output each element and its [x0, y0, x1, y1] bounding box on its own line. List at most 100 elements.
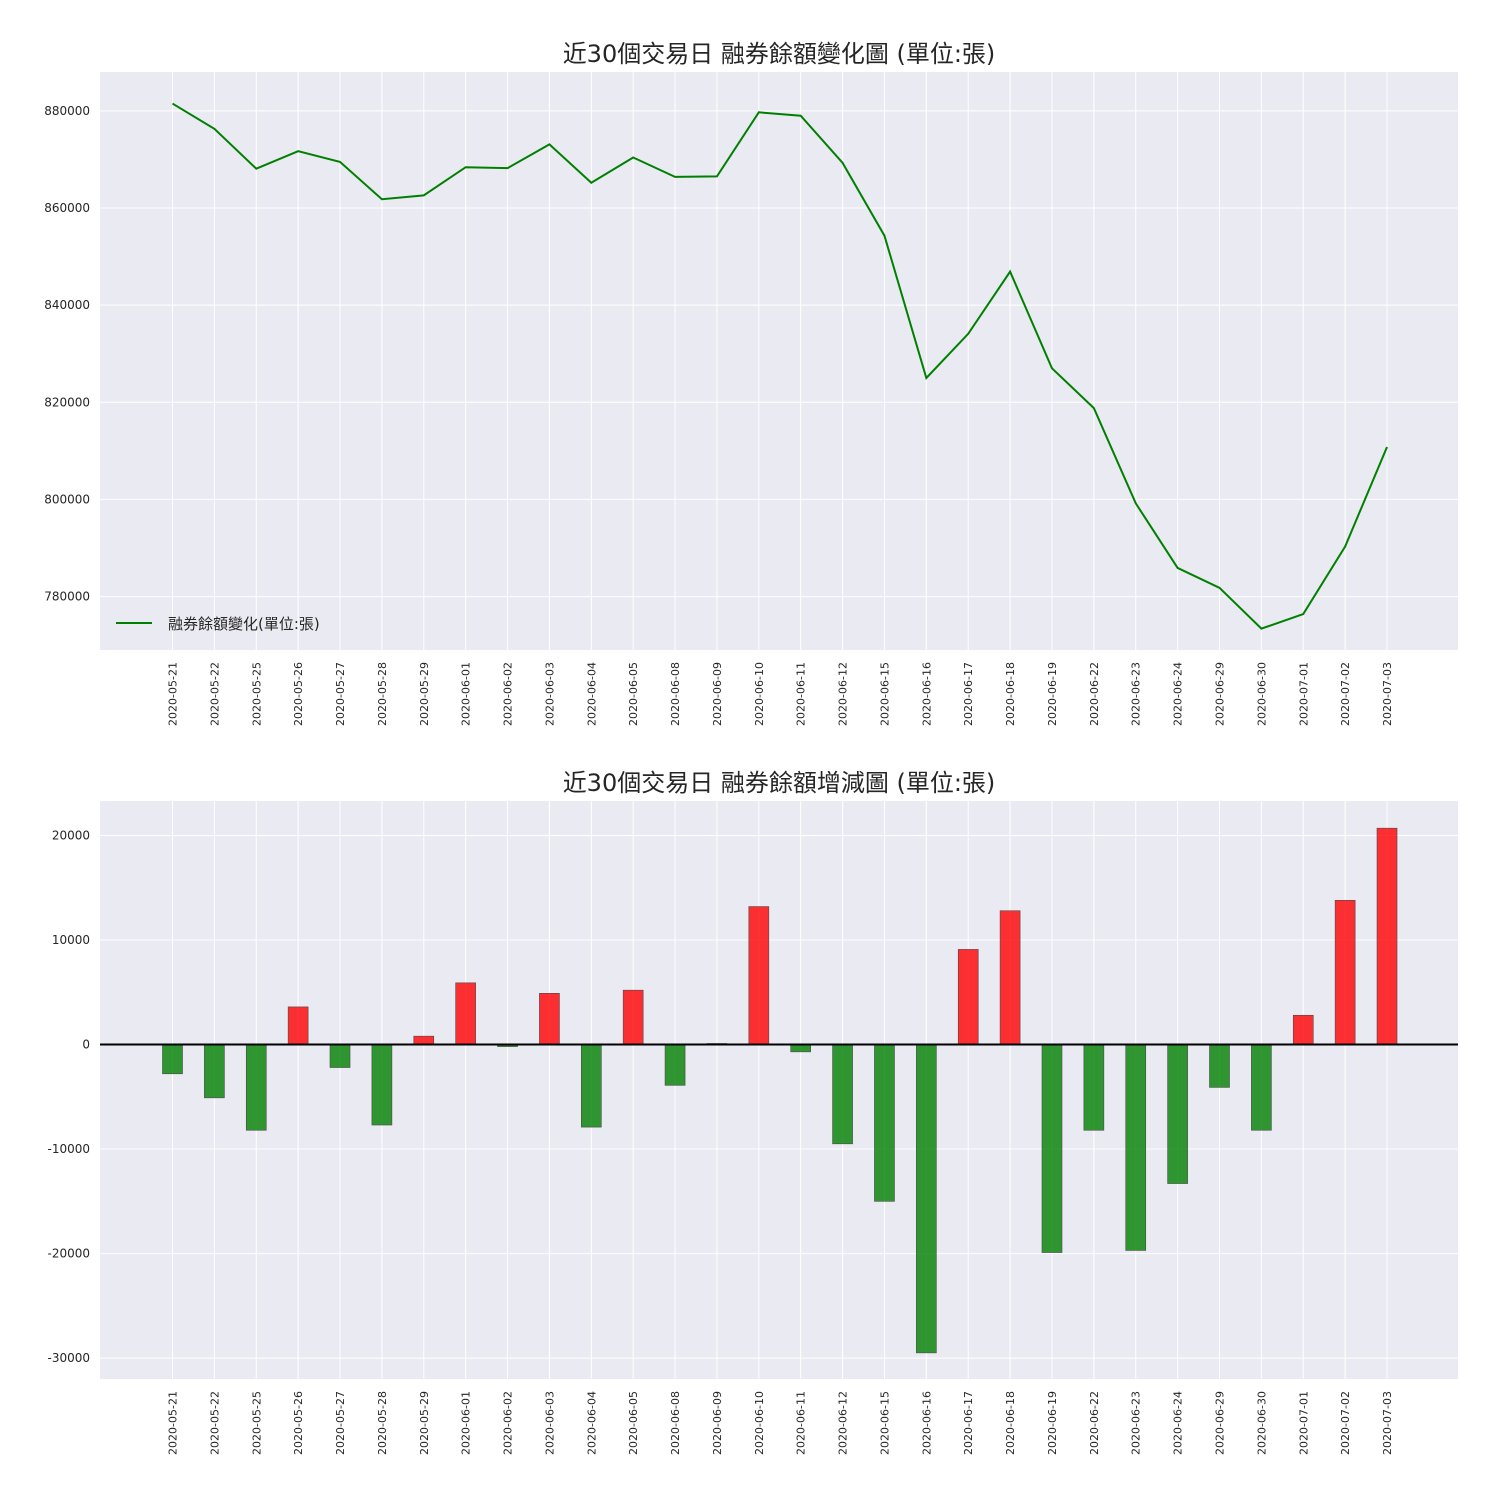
y-tick-label: 840000 [44, 298, 90, 312]
x-tick-label: 2020-05-27 [334, 1391, 347, 1455]
x-tick-label: 2020-06-17 [962, 1391, 975, 1455]
bar [580, 1044, 602, 1128]
x-tick-label: 2020-06-29 [1214, 662, 1227, 726]
x-tick-label: 2020-06-11 [795, 662, 808, 726]
y-tick-label: -20000 [47, 1247, 90, 1261]
bar [1209, 1044, 1230, 1088]
x-tick-label: 2020-06-04 [585, 662, 598, 726]
x-tick-label: 2020-06-12 [837, 1391, 850, 1455]
bar [1167, 1044, 1188, 1184]
line-chart-title: 近30個交易日 融券餘額變化圖 (單位:張) [563, 40, 996, 68]
x-tick-label: 2020-06-09 [711, 1391, 724, 1455]
y-tick-label: 20000 [52, 828, 90, 842]
y-tick-label: 860000 [44, 201, 90, 215]
line-chart-y-ticks: 780000 800000 820000 840000 860000 880000 [44, 104, 90, 604]
bar [874, 1044, 895, 1202]
x-tick-label: 2020-06-15 [878, 1391, 891, 1455]
bar [162, 1044, 183, 1075]
x-tick-label: 2020-05-22 [208, 1391, 221, 1455]
x-tick-label: 2020-06-24 [1172, 1391, 1185, 1455]
y-tick-label: 780000 [44, 590, 90, 604]
bar [245, 1044, 267, 1131]
bar [455, 982, 476, 1045]
x-tick-label: 2020-05-28 [376, 1391, 389, 1455]
bar-chart-y-ticks: -30000 -20000 -10000 0 10000 20000 [47, 828, 90, 1365]
y-tick-label: 10000 [52, 933, 90, 947]
x-tick-label: 2020-06-16 [920, 1391, 933, 1455]
x-tick-label: 2020-06-02 [502, 1391, 515, 1455]
series-line [171, 102, 1388, 630]
x-tick-label: 2020-06-05 [627, 1391, 640, 1455]
bar [204, 1044, 225, 1099]
bar [1376, 827, 1398, 1045]
x-tick-label: 2020-05-26 [292, 662, 305, 726]
bar [539, 993, 560, 1045]
x-tick-label: 2020-06-16 [920, 662, 933, 726]
x-tick-label: 2020-05-29 [418, 1391, 431, 1455]
x-tick-label: 2020-06-03 [543, 1391, 556, 1455]
x-tick-label: 2020-06-19 [1046, 662, 1059, 726]
bar-chart-plot-area [100, 801, 1458, 1379]
x-tick-label: 2020-06-17 [962, 662, 975, 726]
bar [1041, 1044, 1063, 1253]
x-tick-label: 2020-06-24 [1172, 662, 1185, 726]
x-tick-label: 2020-05-25 [250, 662, 263, 726]
x-tick-label: 2020-06-03 [543, 662, 556, 726]
bar [1125, 1044, 1147, 1251]
bar [999, 910, 1021, 1045]
y-tick-label: 820000 [44, 395, 90, 409]
x-tick-label: 2020-06-18 [1004, 1391, 1017, 1455]
x-tick-label: 2020-07-02 [1339, 662, 1352, 726]
x-tick-label: 2020-05-25 [250, 1391, 263, 1455]
bar [832, 1044, 853, 1145]
x-tick-label: 2020-06-08 [669, 662, 682, 726]
x-tick-label: 2020-06-12 [837, 662, 850, 726]
x-tick-label: 2020-06-10 [753, 662, 766, 726]
x-tick-label: 2020-05-27 [334, 662, 347, 726]
bar [1251, 1044, 1272, 1131]
x-tick-label: 2020-05-29 [418, 662, 431, 726]
bar [957, 949, 979, 1045]
line-chart: 780000 800000 820000 840000 860000 880000 202… [44, 40, 1458, 726]
x-tick-label: 2020-06-30 [1255, 1391, 1268, 1455]
x-tick-label: 2020-06-19 [1046, 1391, 1059, 1455]
x-tick-label: 2020-06-22 [1088, 1391, 1101, 1455]
x-tick-label: 2020-07-01 [1297, 662, 1310, 726]
x-tick-label: 2020-06-01 [460, 662, 473, 726]
x-tick-label: 2020-06-30 [1255, 662, 1268, 726]
x-tick-label: 2020-05-21 [167, 1391, 180, 1455]
bar [790, 1044, 812, 1053]
legend-label: 融券餘額變化(單位:張) [168, 615, 320, 633]
bar [748, 906, 770, 1045]
x-tick-label: 2020-06-02 [502, 662, 515, 726]
x-tick-label: 2020-06-15 [878, 662, 891, 726]
x-tick-label: 2020-06-22 [1088, 662, 1101, 726]
bar [664, 1044, 686, 1086]
x-tick-label: 2020-06-04 [585, 1391, 598, 1455]
x-tick-label: 2020-06-23 [1130, 1391, 1143, 1455]
x-tick-label: 2020-06-23 [1130, 662, 1143, 726]
x-tick-label: 2020-06-18 [1004, 662, 1017, 726]
bar-chart-x-ticks: 2020-05-21 2020-05-22 2020-05-25 2020-05-26… [167, 1391, 1395, 1455]
x-tick-label: 2020-06-05 [627, 662, 640, 726]
x-tick-label: 2020-06-11 [795, 1391, 808, 1455]
bar [287, 1006, 309, 1045]
x-tick-label: 2020-07-03 [1381, 662, 1394, 726]
y-tick-label: 800000 [44, 492, 90, 506]
bar-chart-title: 近30個交易日 融券餘額增減圖 (單位:張) [563, 769, 996, 797]
x-tick-label: 2020-07-02 [1339, 1391, 1352, 1455]
x-tick-label: 2020-06-10 [753, 1391, 766, 1455]
x-tick-label: 2020-05-26 [292, 1391, 305, 1455]
x-tick-label: 2020-05-21 [167, 662, 180, 726]
x-tick-label: 2020-06-09 [711, 662, 724, 726]
x-tick-label: 2020-06-01 [460, 1391, 473, 1455]
y-tick-label: -10000 [47, 1142, 90, 1156]
x-tick-label: 2020-07-01 [1297, 1391, 1310, 1455]
bar [916, 1044, 937, 1354]
y-tick-label: 880000 [44, 104, 90, 118]
bar [1334, 899, 1356, 1045]
line-chart-grid [100, 72, 1458, 650]
bar [1083, 1044, 1105, 1131]
